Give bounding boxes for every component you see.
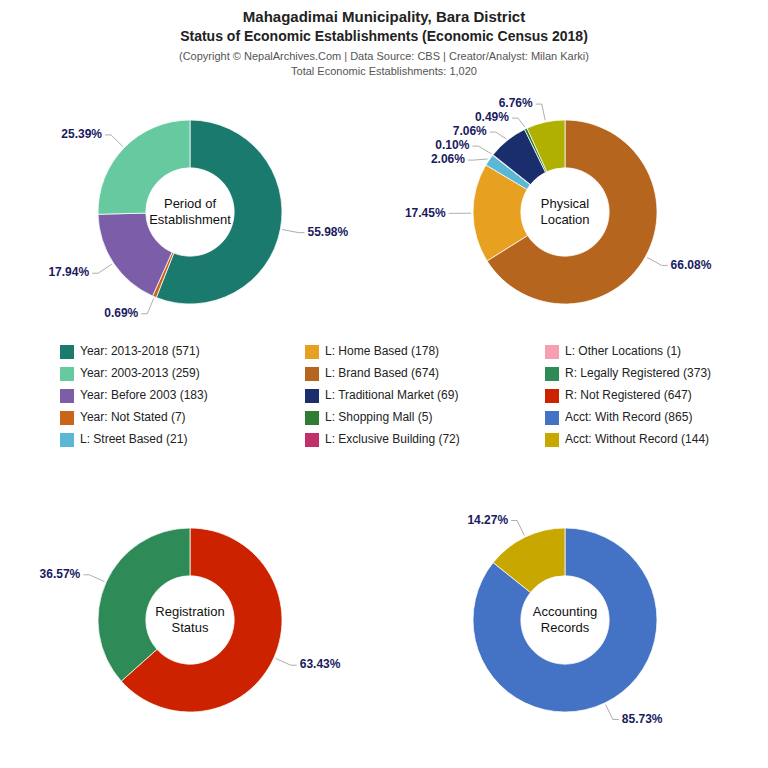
data-label: 2.06% [431,152,465,166]
slice [527,120,565,172]
slice [493,528,565,592]
chart: Mahagadimai Municipality, Bara District S… [0,0,768,768]
legend-label: Year: 2003-2013 (259) [80,366,200,380]
legend-label: L: Traditional Market (69) [325,388,458,402]
leader-line [276,658,297,665]
leader-line [105,135,123,147]
leader-line [647,257,667,265]
legend-swatch [545,389,559,403]
legend-label: R: Legally Registered (373) [565,366,711,380]
leader-line [449,213,472,214]
data-label: 85.73% [622,712,663,726]
legend-swatch [305,389,319,403]
legend-label: L: Brand Based (674) [325,366,439,380]
leader-line [490,132,506,139]
legend-swatch [305,345,319,359]
donut [473,120,657,304]
legend-swatch [60,389,74,403]
legend-label: L: Street Based (21) [80,432,187,446]
data-label: 0.69% [104,306,138,320]
legend-swatch [60,411,74,425]
data-label: 55.98% [307,225,348,239]
legend-label: Acct: Without Record (144) [565,432,709,446]
title: Mahagadimai Municipality, Bara District [243,8,525,25]
legend-label: Year: Before 2003 (183) [80,388,208,402]
data-label: 63.43% [300,657,341,671]
leader-line [606,705,619,720]
center-label: RegistrationStatus [155,604,224,635]
data-label: 17.94% [48,265,89,279]
data-label: 25.39% [61,127,102,141]
data-label: 66.08% [671,258,712,272]
center-label: Period ofEstablishment [149,196,231,227]
legend: Year: 2013-2018 (571) Year: 2003-2013 (25… [60,344,711,447]
legend-label: Year: 2013-2018 (571) [80,344,200,358]
data-label: 0.49% [475,110,509,124]
data-label: 14.27% [467,513,508,527]
leader-line [83,575,104,582]
leader-line [141,299,153,314]
donut [98,120,282,304]
legend-label: Acct: With Record (865) [565,410,692,424]
legend-label: L: Other Locations (1) [565,344,681,358]
legend-swatch [305,433,319,447]
donut [98,528,282,712]
leader-line [92,264,112,273]
leader-line [512,118,525,127]
legend-label: L: Shopping Mall (5) [325,410,432,424]
leader-line [468,159,488,160]
data-label: 6.76% [499,96,533,110]
slice [473,528,657,712]
legend-swatch [60,367,74,381]
legend-label: R: Not Registered (647) [565,388,692,402]
data-label: 17.45% [405,206,446,220]
donut [473,528,657,712]
data-label: 36.57% [40,567,81,581]
legend-label: Year: Not Stated (7) [80,410,186,424]
subtitle: (Copyright © NepalArchives.Com | Data So… [179,50,589,62]
data-label: 7.06% [453,124,487,138]
legend-swatch [305,367,319,381]
subtitle: Total Economic Establishments: 1,020 [291,65,477,77]
data-label: 0.10% [435,138,469,152]
legend-label: L: Exclusive Building (72) [325,432,460,446]
leader-line [511,521,524,536]
legend-label: L: Home Based (178) [325,344,439,358]
center-label: PhysicalLocation [540,196,589,227]
leader-line [536,104,545,120]
legend-swatch [305,411,319,425]
legend-swatch [60,433,74,447]
leader-line [282,230,304,233]
legend-swatch [545,411,559,425]
legend-swatch [60,345,74,359]
legend-swatch [545,345,559,359]
leader-line [472,146,491,154]
center-label: AccountingRecords [533,604,597,635]
title: Status of Economic Establishments (Econo… [180,28,588,44]
legend-swatch [545,433,559,447]
legend-swatch [545,367,559,381]
